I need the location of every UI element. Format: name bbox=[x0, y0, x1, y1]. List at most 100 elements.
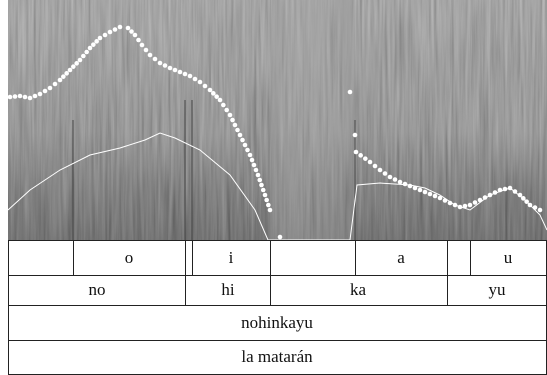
pitch-dot bbox=[442, 198, 448, 203]
tier-label: i bbox=[229, 248, 234, 267]
pitch-dot bbox=[251, 162, 257, 168]
pitch-dot bbox=[277, 234, 283, 240]
tier-label: no bbox=[89, 280, 106, 299]
pitch-dot bbox=[492, 190, 498, 195]
annotation-tiers: o i a u no hi ka yu nohinkayu la matarán bbox=[8, 240, 547, 375]
pitch-dot bbox=[77, 57, 83, 63]
pitch-dot bbox=[266, 202, 271, 208]
pitch-dot bbox=[247, 152, 253, 158]
pitch-dot bbox=[477, 197, 483, 203]
pitch-dot bbox=[497, 187, 503, 193]
pitch-dot bbox=[417, 187, 423, 193]
pitch-dot bbox=[157, 60, 163, 66]
pitch-dot bbox=[502, 186, 508, 192]
pitch-dot bbox=[397, 179, 403, 185]
pitch-dot bbox=[202, 83, 208, 89]
pitch-dot bbox=[260, 187, 266, 193]
pitch-dot bbox=[187, 73, 193, 79]
tier-label: a bbox=[397, 248, 405, 267]
pitch-dot bbox=[264, 197, 269, 203]
pitch-dot bbox=[532, 205, 538, 210]
pitch-dot bbox=[521, 196, 526, 201]
pitch-dot bbox=[211, 91, 216, 96]
pitch-dot bbox=[407, 183, 413, 189]
pitch-dot bbox=[517, 192, 523, 198]
tier-label: ka bbox=[350, 280, 367, 299]
pitch-dot bbox=[52, 81, 58, 87]
pitch-dot bbox=[257, 177, 263, 183]
pitch-dot bbox=[353, 149, 359, 155]
pitch-dot bbox=[129, 29, 134, 34]
pitch-dot bbox=[7, 94, 13, 100]
pitch-dot bbox=[136, 37, 141, 43]
pitch-dot bbox=[482, 195, 488, 200]
pitch-dot bbox=[347, 89, 353, 95]
pitch-dot bbox=[47, 85, 53, 91]
pitch-dot bbox=[152, 56, 158, 62]
spectrogram bbox=[8, 0, 547, 240]
pitch-dot bbox=[259, 182, 264, 188]
pitch-dot bbox=[437, 195, 443, 201]
pitch-dot bbox=[87, 45, 93, 51]
pitch-dot bbox=[182, 71, 188, 77]
pitch-dot bbox=[427, 191, 433, 197]
pitch-dot bbox=[172, 67, 178, 73]
pitch-dot bbox=[147, 52, 153, 58]
pitch-dot bbox=[462, 203, 468, 209]
pitch-dot bbox=[412, 185, 418, 191]
pitch-dot bbox=[472, 200, 478, 205]
pitch-dot bbox=[22, 94, 28, 100]
pitch-dot bbox=[224, 107, 229, 113]
pitch-dot bbox=[12, 94, 18, 99]
pitch-dot bbox=[132, 32, 138, 38]
pitch-dot bbox=[507, 185, 513, 191]
pitch-dot bbox=[143, 47, 149, 53]
pitch-dot bbox=[214, 94, 219, 99]
pitch-dot bbox=[457, 204, 463, 210]
pitch-dot bbox=[363, 156, 368, 161]
pitch-dot bbox=[125, 25, 131, 31]
pitch-dot bbox=[267, 207, 273, 213]
tier-label: hi bbox=[221, 280, 235, 299]
pitch-dot bbox=[242, 142, 248, 148]
tier-label: u bbox=[504, 248, 513, 267]
pitch-dot bbox=[42, 88, 48, 94]
pitch-dot bbox=[227, 112, 233, 118]
pitch-dot bbox=[84, 49, 89, 55]
pitch-dot bbox=[207, 87, 213, 93]
pitch-dot bbox=[447, 200, 453, 206]
pitch-dot bbox=[249, 157, 255, 163]
pitch-dot bbox=[253, 167, 259, 173]
pitch-dot bbox=[67, 67, 73, 73]
pitch-dot bbox=[167, 65, 173, 71]
pitch-dot bbox=[64, 71, 69, 76]
pitch-dot bbox=[71, 64, 76, 69]
tier-label: la matarán bbox=[241, 347, 313, 366]
pitch-dot bbox=[372, 163, 378, 169]
pitch-dot bbox=[487, 192, 493, 198]
pitch-dot bbox=[255, 172, 261, 178]
pitch-dot bbox=[235, 127, 240, 133]
pitch-dot bbox=[524, 199, 529, 204]
pitch-dot bbox=[192, 76, 198, 82]
tier-label: nohinkayu bbox=[241, 313, 313, 332]
pitch-dot bbox=[117, 24, 123, 30]
pitch-dot bbox=[94, 39, 99, 44]
pitch-dot bbox=[57, 77, 63, 83]
pitch-dot bbox=[32, 93, 38, 99]
pitch-dot bbox=[537, 207, 543, 213]
pitch-dot bbox=[139, 42, 145, 48]
pitch-dot bbox=[452, 202, 458, 208]
pitch-dot bbox=[352, 132, 358, 138]
pitch-dot bbox=[422, 189, 428, 195]
pitch-dot bbox=[91, 42, 96, 47]
pitch-dot bbox=[177, 69, 183, 75]
pitch-dot bbox=[358, 153, 363, 158]
pitch-dot bbox=[162, 63, 168, 68]
pitch-track bbox=[7, 24, 543, 240]
tier-label: yu bbox=[489, 280, 507, 299]
pitch-dot bbox=[27, 95, 33, 101]
pitch-dot bbox=[382, 171, 388, 176]
pitch-dot bbox=[240, 137, 245, 143]
pitch-dot bbox=[81, 53, 86, 59]
